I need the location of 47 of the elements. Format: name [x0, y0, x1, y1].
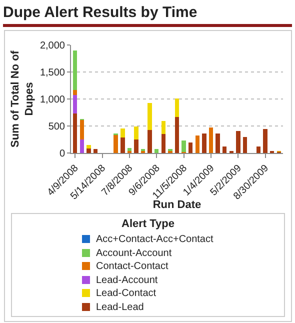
bar [72, 95, 78, 114]
bar [182, 140, 186, 152]
legend-label: Lead-Lead [96, 302, 144, 312]
bar [114, 135, 118, 153]
bar [161, 134, 166, 153]
bar [256, 146, 261, 153]
bar [236, 130, 240, 153]
bar [93, 149, 98, 153]
x-axis-title: Run Date [152, 199, 202, 211]
bar [86, 148, 91, 153]
bar [161, 121, 166, 134]
legend-label: Acc+Contact-Acc+Contact [96, 234, 214, 245]
bar [216, 134, 220, 153]
legend-label: Account-Account [96, 248, 172, 258]
bar [80, 140, 84, 153]
y-tick-label: 1,000 [40, 94, 66, 106]
bar [80, 120, 84, 140]
bar [120, 128, 125, 138]
y-tick-label: 0 [59, 148, 66, 160]
chart-title: Dupe Alert Results by Time [3, 4, 292, 27]
y-tick-label: 500 [48, 122, 66, 132]
y-axis-title: Sum of Total No of Dupes [9, 50, 36, 148]
bar [86, 144, 91, 149]
legend-label: Contact-Contact [96, 261, 168, 272]
bar [188, 142, 193, 153]
bar [148, 102, 152, 130]
bar [174, 116, 180, 153]
bar [242, 136, 248, 153]
bar [72, 114, 78, 153]
bar [263, 129, 268, 153]
bar [195, 136, 200, 153]
y-tick-label: 1,500 [40, 68, 66, 78]
bar [202, 134, 206, 153]
legend-title: Alert Type [120, 218, 176, 230]
bar [127, 148, 132, 151]
legend-label: Lead-Account [96, 274, 158, 286]
legend-label: Lead-Contact [96, 288, 156, 299]
bar [222, 146, 227, 153]
bar [154, 149, 159, 153]
bar [120, 137, 125, 153]
bar [174, 98, 180, 117]
bar [148, 130, 152, 153]
bar [208, 128, 214, 153]
y-tick-label: 2,000 [40, 40, 66, 52]
bar [134, 140, 138, 153]
bar [134, 126, 138, 140]
bar [72, 50, 78, 90]
